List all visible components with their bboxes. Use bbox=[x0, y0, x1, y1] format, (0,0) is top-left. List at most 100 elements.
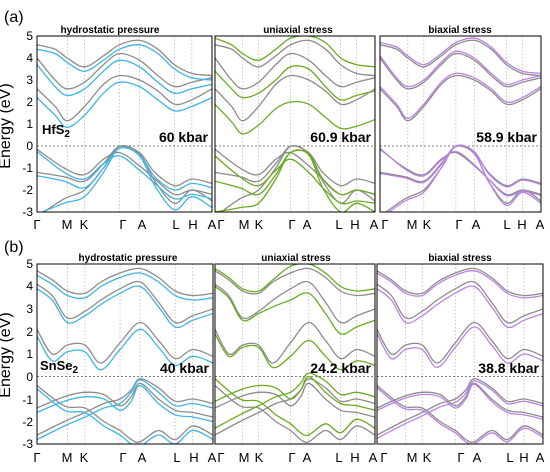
plot-frame bbox=[36, 263, 214, 445]
band-line-stressed bbox=[380, 72, 541, 120]
k-label: A bbox=[208, 217, 217, 232]
k-label: Γ bbox=[455, 217, 462, 232]
band-lines bbox=[380, 36, 541, 212]
band-line-stressed bbox=[380, 37, 541, 75]
subplot-biaxial-a: biaxial stress 58.9 kbar bbox=[379, 25, 542, 213]
band-line-stressed bbox=[215, 285, 375, 335]
band-line-unstrained bbox=[37, 321, 213, 364]
k-label: Γ bbox=[119, 217, 126, 232]
band-line-unstrained bbox=[37, 267, 213, 297]
plot-frame bbox=[376, 263, 544, 445]
band-line-stressed bbox=[215, 149, 375, 196]
band-lines bbox=[377, 264, 543, 444]
subplot-hydrostatic-b: hydrostatic pressure SnSe2 40 kbar bbox=[36, 253, 214, 445]
band-line-unstrained bbox=[215, 382, 375, 418]
band-lines bbox=[37, 264, 213, 444]
subplot-title: biaxial stress bbox=[428, 253, 492, 264]
band-line-unstrained bbox=[380, 145, 541, 187]
band-line-stressed bbox=[37, 328, 213, 371]
k-label: M bbox=[239, 217, 250, 232]
k-label: K bbox=[255, 450, 264, 465]
pressure-label: 60 kbar bbox=[159, 129, 209, 145]
band-line-stressed bbox=[215, 378, 375, 437]
subplot-title: uniaxial stress bbox=[261, 253, 331, 264]
y-tick: -1 bbox=[22, 161, 33, 175]
k-label: M bbox=[239, 450, 250, 465]
y-tick: 4 bbox=[26, 51, 33, 65]
band-line-stressed bbox=[377, 326, 543, 369]
band-line-unstrained bbox=[380, 74, 541, 122]
band-line-unstrained bbox=[377, 280, 543, 324]
k-label: A bbox=[473, 450, 482, 465]
plot-frame bbox=[214, 263, 376, 445]
band-line-unstrained bbox=[215, 267, 375, 297]
k-label: M bbox=[62, 217, 73, 232]
y-tick: 0 bbox=[26, 139, 33, 153]
band-line-unstrained bbox=[37, 384, 213, 443]
band-line-unstrained bbox=[215, 321, 375, 364]
k-label: L bbox=[335, 450, 342, 465]
panel-a-label: (a) bbox=[4, 9, 24, 26]
subplot-title: biaxial stress bbox=[428, 25, 492, 36]
band-line-unstrained bbox=[37, 382, 213, 418]
k-label: A bbox=[208, 450, 217, 465]
y-tick: 2 bbox=[26, 325, 33, 339]
y-tick: -1 bbox=[22, 393, 33, 407]
subplot-biaxial-b: biaxial stress 38.8 kbar bbox=[376, 253, 544, 445]
panel-a-k-labels: Γ M K Γ A L H A Γ M K Γ A L H A Γ M K Γ … bbox=[33, 217, 544, 232]
band-lines bbox=[215, 36, 375, 212]
band-line-stressed bbox=[215, 264, 375, 293]
pressure-label: 24.2 kbar bbox=[310, 360, 371, 376]
band-line-unstrained bbox=[380, 39, 541, 77]
y-tick: -3 bbox=[22, 205, 33, 219]
k-label: H bbox=[189, 450, 198, 465]
panel-a-y-axis-label: Energy (eV) bbox=[0, 83, 14, 168]
pressure-label: 60.9 kbar bbox=[310, 129, 371, 145]
k-label: H bbox=[350, 450, 359, 465]
band-line-stressed bbox=[215, 101, 375, 135]
k-label: L bbox=[335, 217, 342, 232]
pressure-label: 38.8 kbar bbox=[478, 360, 539, 376]
band-line-stressed bbox=[37, 59, 212, 97]
band-line-stressed bbox=[215, 36, 375, 68]
k-label: M bbox=[407, 217, 418, 232]
k-label: Γ bbox=[457, 450, 464, 465]
k-label: L bbox=[503, 217, 510, 232]
k-label: Γ bbox=[33, 217, 40, 232]
panel-b-y-ticks: 5 4 3 2 1 0 -1 -2 -3 bbox=[22, 257, 33, 451]
band-line-unstrained bbox=[37, 39, 212, 77]
k-label: Γ bbox=[288, 450, 295, 465]
y-tick: 4 bbox=[26, 279, 33, 293]
k-label: L bbox=[506, 450, 513, 465]
band-line-stressed bbox=[37, 388, 213, 444]
band-line-stressed bbox=[37, 285, 213, 329]
k-label: K bbox=[423, 217, 432, 232]
band-lines bbox=[215, 264, 375, 444]
k-label: A bbox=[536, 217, 545, 232]
panel-b: (b) Energy (eV) 5 4 3 2 1 0 -1 -2 -3 hyd… bbox=[0, 239, 545, 465]
k-label: K bbox=[255, 217, 264, 232]
band-line-stressed bbox=[377, 285, 543, 329]
pressure-label: 58.9 kbar bbox=[476, 129, 537, 145]
band-line-unstrained bbox=[215, 52, 375, 90]
y-tick: -2 bbox=[22, 183, 33, 197]
band-line-stressed bbox=[37, 150, 212, 200]
subplot-uniaxial-a: uniaxial stress 60.9 kbar bbox=[214, 25, 376, 213]
k-label: L bbox=[173, 450, 180, 465]
y-tick: 5 bbox=[26, 29, 33, 43]
k-label: M bbox=[62, 450, 73, 465]
band-line-stressed bbox=[215, 375, 375, 411]
subplot-hydrostatic-a: hydrostatic pressure HfS2 60 kbar bbox=[36, 25, 213, 213]
band-line-stressed bbox=[37, 272, 213, 301]
band-line-stressed bbox=[380, 144, 541, 188]
band-line-unstrained bbox=[215, 74, 375, 122]
material-label: HfS2 bbox=[42, 122, 70, 140]
panel-b-y-axis-label: Energy (eV) bbox=[0, 312, 14, 397]
k-label: Γ bbox=[380, 450, 387, 465]
k-label: A bbox=[303, 217, 312, 232]
k-label: L bbox=[172, 217, 179, 232]
band-line-unstrained bbox=[37, 148, 212, 196]
band-lines bbox=[37, 36, 212, 212]
y-tick: 5 bbox=[26, 257, 33, 271]
